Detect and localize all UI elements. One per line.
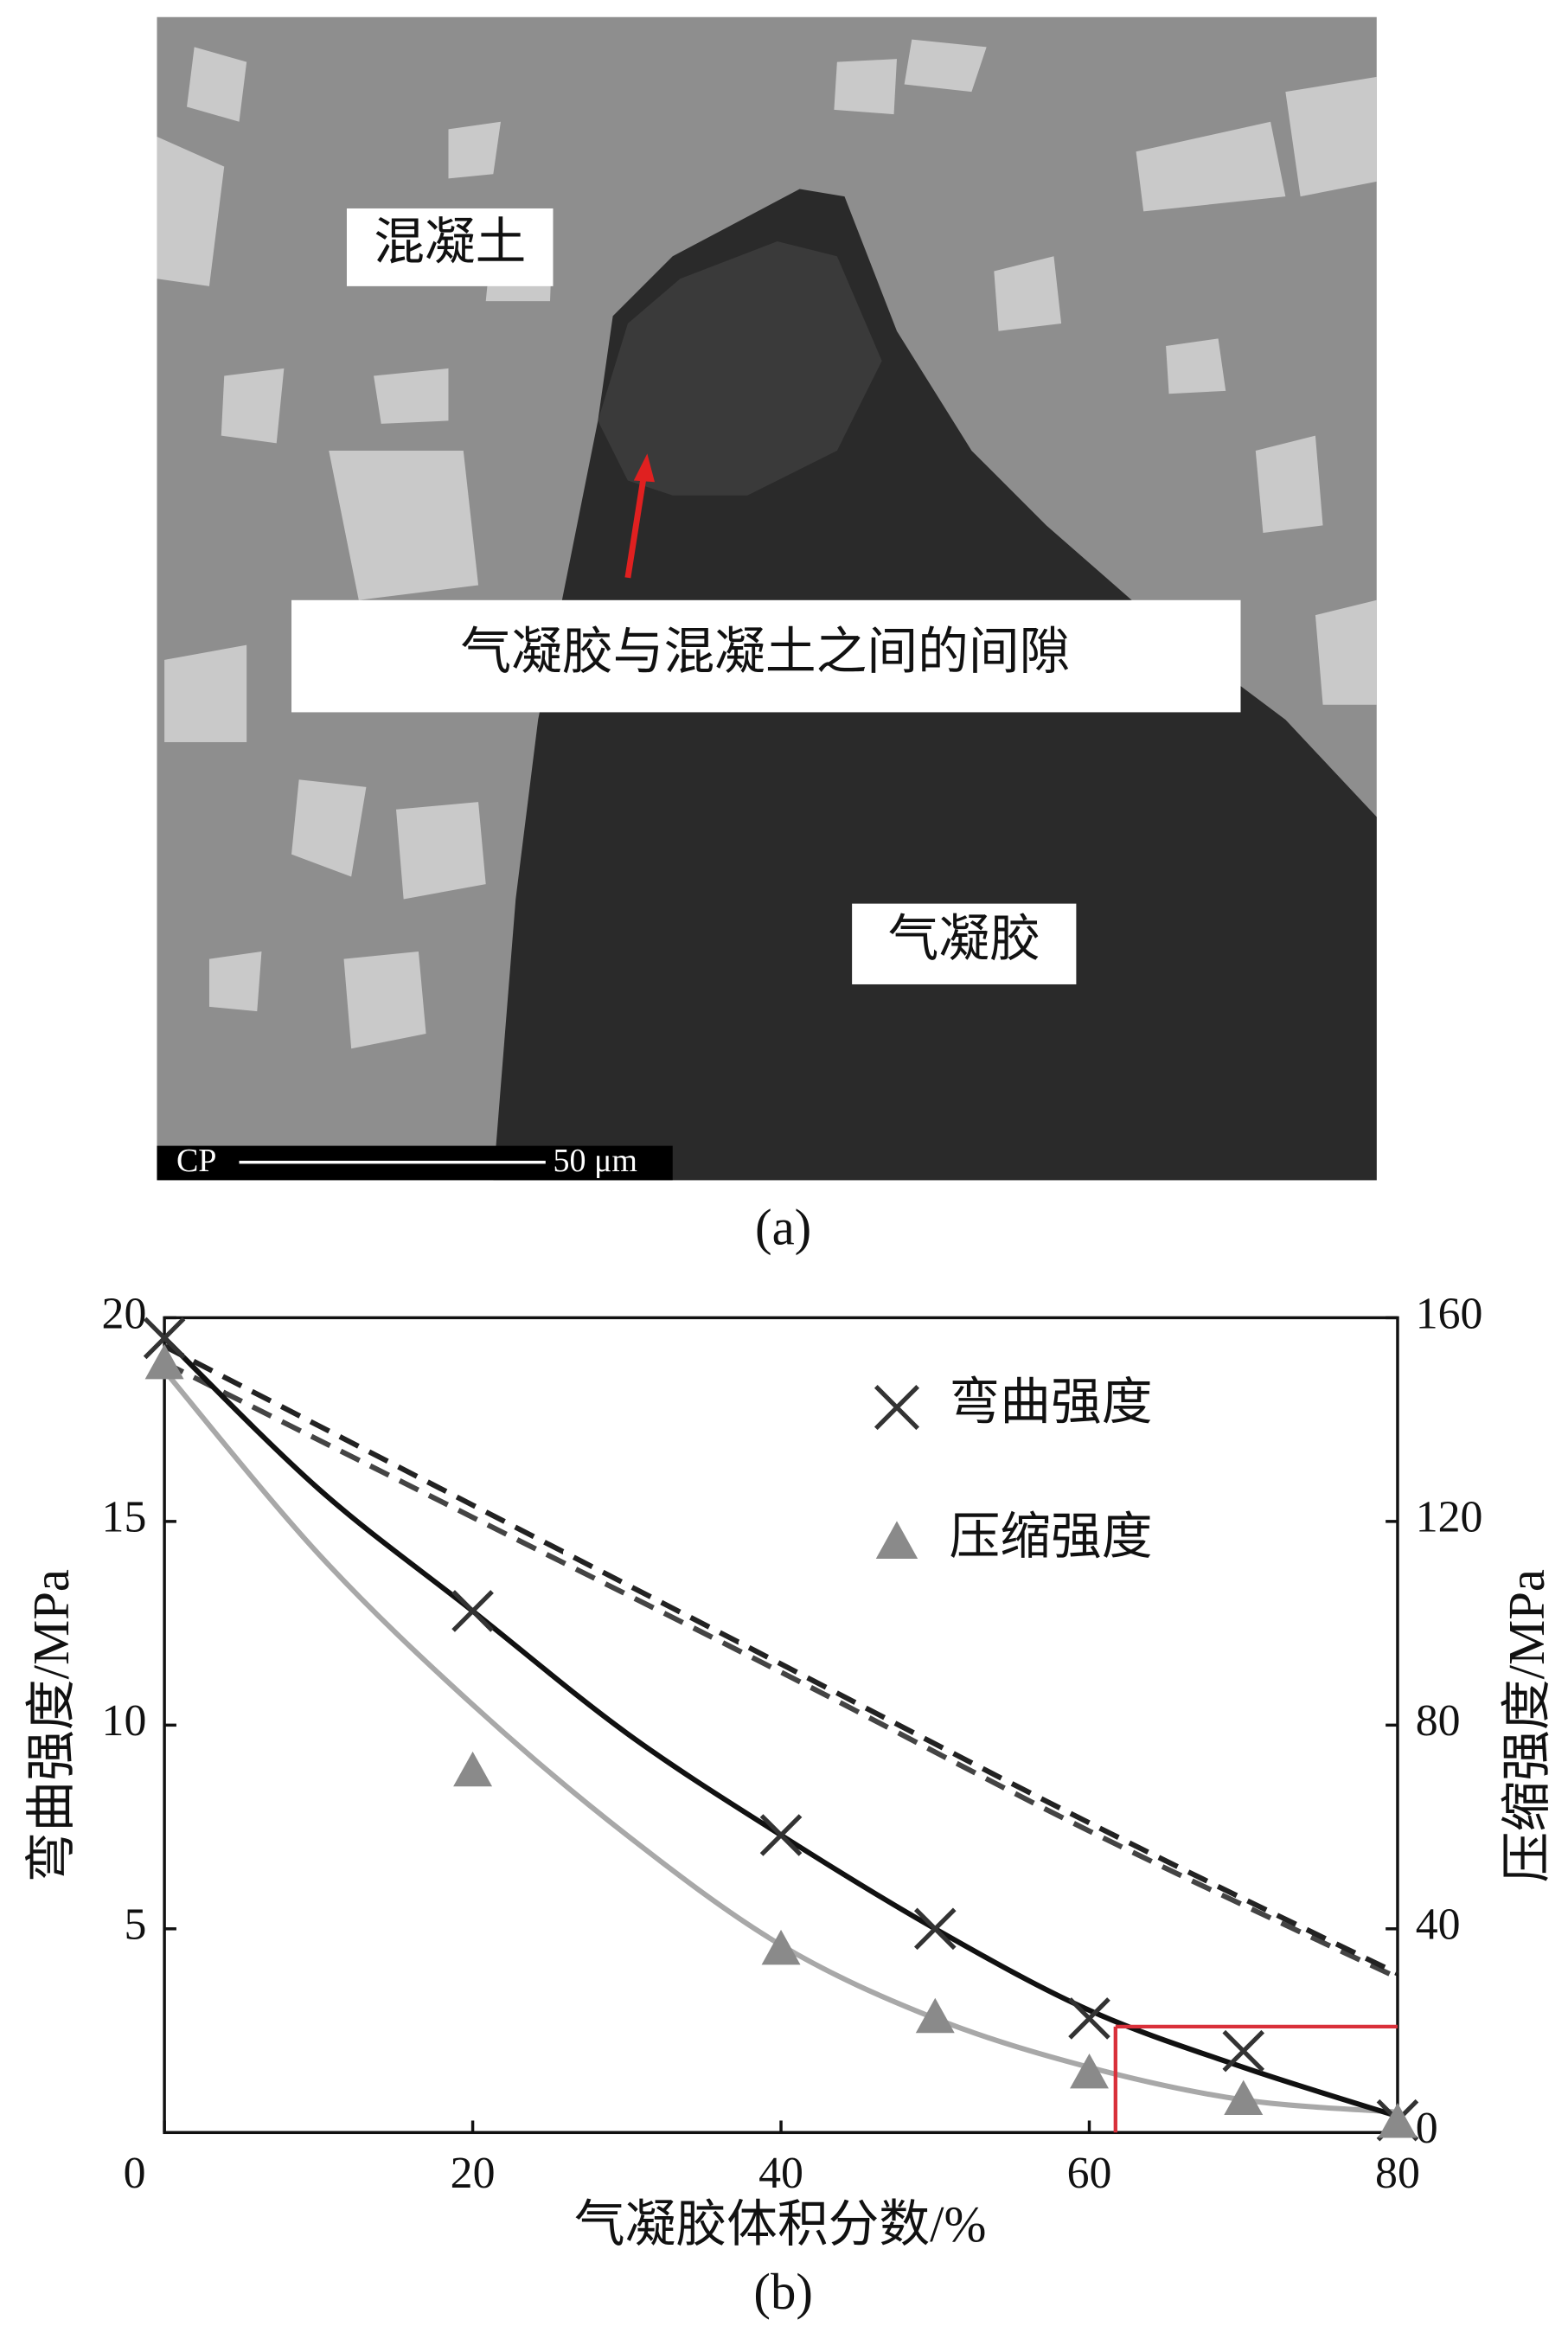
micrograph-label: 气凝胶与混凝土之间的间隙	[460, 624, 1070, 680]
data-point	[913, 1907, 957, 1951]
data-point	[451, 1590, 494, 1632]
data-point	[1224, 2079, 1264, 2116]
x-tick-label: 0	[124, 2149, 146, 2198]
scale-length: 50 μm	[553, 1143, 637, 1179]
data-point	[1070, 2053, 1109, 2089]
x-tick-label: 60	[1067, 2149, 1112, 2198]
fit-curve	[163, 1360, 1399, 1981]
fit-curve	[162, 1336, 1398, 2119]
y2-axis-label: 压缩强度/MPa	[1499, 1569, 1555, 1882]
x-axis-label: 气凝胶体积分数/%	[574, 2196, 987, 2252]
x-tick-label: 80	[1375, 2149, 1420, 2198]
data-point	[1222, 2029, 1265, 2073]
aerogel-gap-region	[598, 240, 882, 496]
data-point	[915, 1997, 955, 2034]
x-tick-label: 40	[758, 2149, 803, 2198]
data-point	[1068, 1997, 1110, 2040]
legend-label: 压缩强度	[949, 1509, 1152, 1565]
y2-tick-label: 160	[1416, 1289, 1483, 1338]
y-tick-label: 20	[102, 1289, 147, 1338]
data-point	[759, 1814, 803, 1856]
panel-label: (a)	[755, 1199, 811, 1255]
fit-curve	[163, 1343, 1399, 1977]
aggregates	[157, 39, 1377, 1049]
x-tick-label: 20	[451, 2149, 496, 2198]
legend-label: 弯曲强度	[949, 1374, 1152, 1431]
data-point	[143, 1317, 186, 1360]
y2-tick-label: 120	[1416, 1493, 1483, 1542]
panel-label: (b)	[753, 2264, 813, 2320]
data-point	[144, 1343, 184, 1380]
micrograph-label: 混凝土	[374, 214, 526, 270]
arrow	[624, 472, 648, 579]
arrow-head	[633, 453, 656, 483]
data-point	[761, 1929, 801, 1965]
y-tick-label: 10	[102, 1696, 147, 1746]
label-box	[852, 903, 1077, 984]
micrograph-label: 气凝胶	[888, 911, 1040, 967]
fit-curve	[162, 1368, 1398, 2115]
y-tick-label: 5	[124, 1900, 146, 1950]
y-tick-label: 15	[102, 1493, 147, 1542]
y2-tick-label: 0	[1416, 2104, 1438, 2153]
legend-marker	[874, 1385, 920, 1431]
y-axis-label: 弯曲强度/MPa	[23, 1569, 80, 1882]
y2-tick-label: 40	[1416, 1900, 1461, 1950]
label-box	[291, 599, 1241, 713]
data-point	[453, 1751, 493, 1787]
label-box	[346, 208, 554, 286]
scale-prefix: CP	[176, 1143, 216, 1179]
legend-marker	[875, 1521, 918, 1559]
micrograph: 混凝土 气凝胶与混凝土之间的间隙 气凝胶 CP 50 μm	[157, 16, 1377, 1181]
y2-tick-label: 80	[1416, 1696, 1461, 1746]
data-point	[1378, 2103, 1418, 2138]
